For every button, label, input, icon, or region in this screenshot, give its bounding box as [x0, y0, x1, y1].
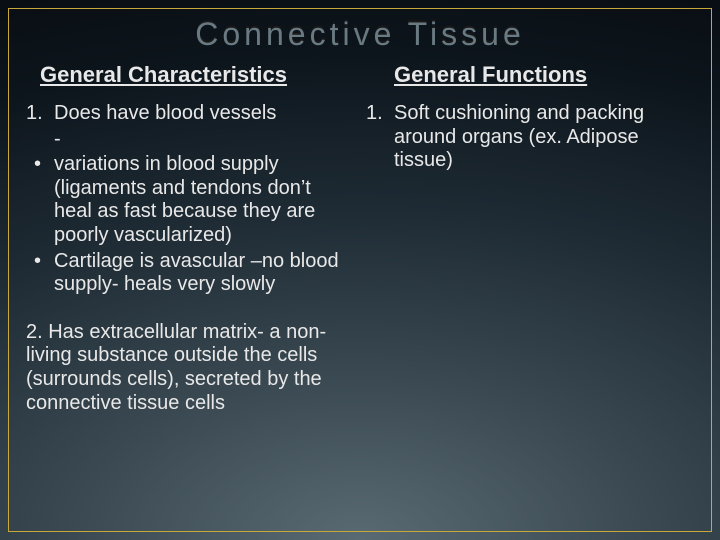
right-header: General Functions [394, 62, 694, 88]
left-column: General Characteristics 1. Does have blo… [26, 60, 360, 540]
left-body: 1. Does have blood vessels - • variation… [26, 102, 354, 415]
bullet-content: variations in blood supply (ligaments an… [54, 153, 354, 247]
left-header: General Characteristics [40, 62, 354, 88]
slide: Connective Tissue Connective Tissue Conn… [0, 0, 720, 540]
list-content: Does have blood vessels [54, 102, 354, 126]
list-marker: 1. [26, 102, 54, 126]
title-front: Connective Tissue [0, 16, 720, 53]
list-marker: 1. [366, 102, 394, 173]
left-item-1-dash: - [26, 128, 354, 152]
bullet-marker: • [34, 250, 54, 297]
right-body: 1. Soft cushioning and packing around or… [366, 102, 694, 173]
list-content: Soft cushioning and packing around organ… [394, 102, 694, 173]
bullet-marker: • [34, 153, 54, 247]
slide-title: Connective Tissue Connective Tissue Conn… [0, 14, 720, 51]
left-item-1: 1. Does have blood vessels [26, 102, 354, 126]
left-item-2: 2. Has extracellular matrix- a non-livin… [26, 321, 354, 415]
bullet-content: Cartilage is avascular –no blood supply-… [54, 250, 354, 297]
left-bullet-2: • Cartilage is avascular –no blood suppl… [26, 250, 354, 297]
left-bullet-1: • variations in blood supply (ligaments … [26, 153, 354, 247]
right-column: General Functions 1. Soft cushioning and… [360, 60, 694, 540]
columns: General Characteristics 1. Does have blo… [26, 60, 694, 540]
right-item-1: 1. Soft cushioning and packing around or… [366, 102, 694, 173]
